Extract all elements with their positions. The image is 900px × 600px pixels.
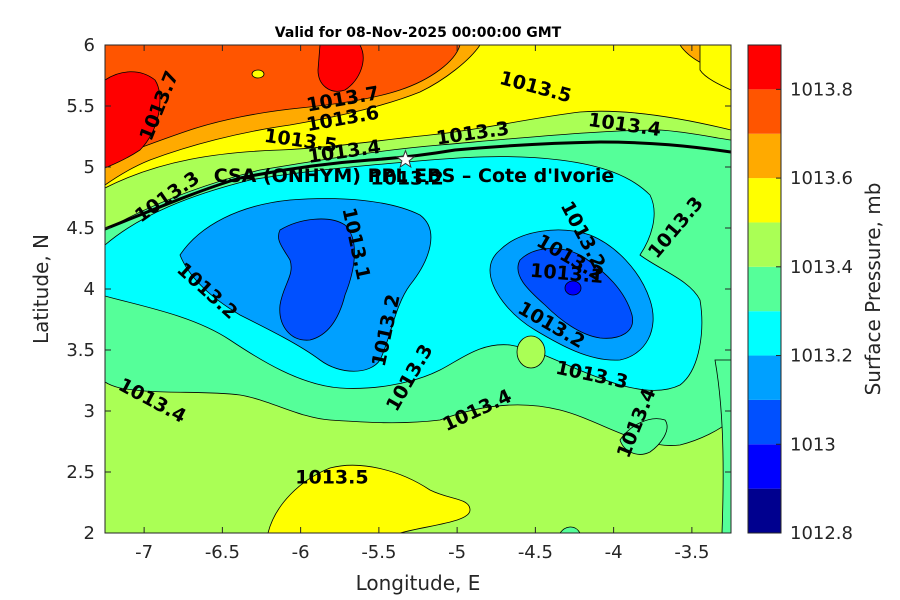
level-1013.8-left-fill xyxy=(105,71,161,169)
x-axis-label: Longitude, E xyxy=(356,571,481,595)
y-tick-label: 3 xyxy=(84,401,95,422)
colorbar-segment xyxy=(748,355,781,400)
site-marker-group: CSA (ONHYM) PPL EBS – Cote d'Ivorie xyxy=(214,149,615,187)
level-1013.8-small-fill xyxy=(251,69,265,79)
site-label: CSA (ONHYM) PPL EBS – Cote d'Ivorie xyxy=(214,165,615,187)
y-axis: 2 2.5 3 3.5 4 4.5 5 5.5 6 xyxy=(66,35,731,544)
contour-label: 1013.2 xyxy=(370,168,443,190)
level-1013.3-island-fill xyxy=(516,335,546,369)
colorbar-segment xyxy=(748,444,781,489)
level-1013.8-right-fill xyxy=(317,45,364,92)
colorbar-frame xyxy=(747,44,782,534)
level-1013.0-west-fill xyxy=(278,218,355,341)
colorbar-segment xyxy=(748,222,781,267)
colorbar: 1012.8 1013 1013.2 1013.4 1013.6 1013.8 xyxy=(747,44,853,544)
y-tick-label: 2 xyxy=(84,523,95,544)
x-tick-label: -6 xyxy=(292,542,310,563)
x-tick-label: -4 xyxy=(605,542,623,563)
colorbar-tick-label: 1013.6 xyxy=(790,168,853,189)
level-1013.5-south-fill xyxy=(267,464,471,533)
chart-title: Valid for 08-Nov-2025 00:00:00 GMT xyxy=(275,25,562,41)
colorbar-label: Surface Pressure, mb xyxy=(861,183,885,396)
colorbar-segment xyxy=(748,266,781,312)
x-tick-label: -6.5 xyxy=(205,542,240,563)
colorbar-tick-label: 1012.8 xyxy=(790,523,853,544)
colorbar-segment xyxy=(748,311,781,356)
level-1013.4-se-fill xyxy=(619,418,668,455)
x-tick-label: -7 xyxy=(135,542,153,563)
colorbar-segment xyxy=(748,399,781,445)
x-tick-label: -5.5 xyxy=(361,542,396,563)
y-tick-label: 6 xyxy=(84,35,95,56)
contour-field xyxy=(105,45,731,533)
contour-label: 1013.5 xyxy=(295,467,368,489)
colorbar-segment xyxy=(748,45,781,90)
x-tick-label: -3.5 xyxy=(674,542,709,563)
colorbar-segment xyxy=(748,488,781,533)
colorbar-segment xyxy=(748,133,781,179)
colorbar-tick-label: 1013.8 xyxy=(790,79,853,100)
y-tick-label: 2.5 xyxy=(66,462,95,483)
y-tick-label: 3.5 xyxy=(66,340,95,361)
colorbar-segment xyxy=(748,178,781,223)
x-axis: -7 -6.5 -6 -5.5 -5 -4.5 -4 -3.5 xyxy=(135,45,709,563)
colorbar-segment xyxy=(748,89,781,134)
colorbar-tick-label: 1013 xyxy=(790,434,836,455)
level-1013.7-fill xyxy=(105,45,461,161)
y-tick-label: 5 xyxy=(84,157,95,178)
x-tick-label: -4.5 xyxy=(518,542,553,563)
x-tick-label: -5 xyxy=(448,542,466,563)
y-tick-label: 4.5 xyxy=(66,218,95,239)
y-tick-label: 4 xyxy=(84,279,95,300)
y-axis-label: Latitude, N xyxy=(29,234,53,344)
coastline xyxy=(105,140,731,231)
level-1012.9-fill xyxy=(564,280,582,296)
colorbar-tick-label: 1013.2 xyxy=(790,346,853,367)
site-star-marker xyxy=(395,149,416,169)
colorbar-tick-label: 1013.4 xyxy=(790,257,853,278)
y-tick-label: 5.5 xyxy=(66,96,95,117)
